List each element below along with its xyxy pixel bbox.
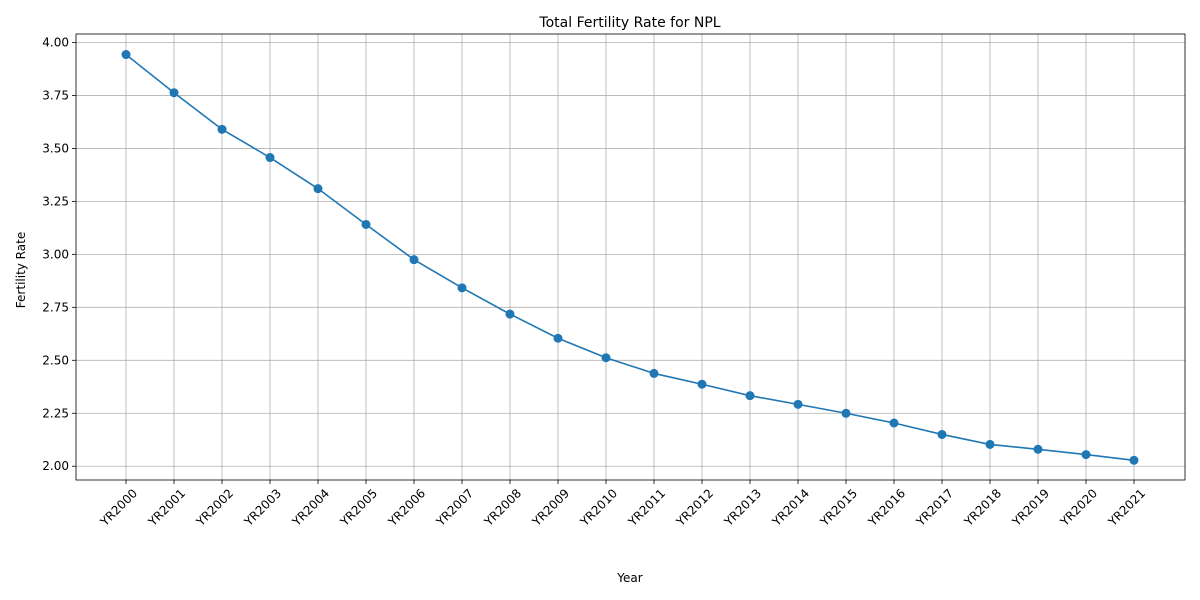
x-axis-label: Year — [616, 571, 642, 585]
series-layer — [121, 50, 1139, 465]
grid-lines — [76, 34, 1185, 480]
data-point — [793, 399, 803, 409]
data-point — [265, 153, 275, 163]
data-point — [313, 184, 323, 194]
data-point — [553, 333, 563, 343]
data-point — [121, 50, 131, 60]
y-axis-label: Fertility Rate — [14, 232, 28, 308]
data-point — [409, 255, 419, 265]
data-point — [601, 353, 611, 363]
y-tick-label: 2.50 — [42, 353, 69, 367]
series-line — [125, 53, 1135, 462]
y-tick-label: 2.75 — [42, 300, 69, 314]
data-point — [985, 439, 995, 449]
data-point — [457, 283, 467, 293]
y-tick-label: 2.25 — [42, 406, 69, 420]
data-point — [697, 379, 707, 389]
y-tick-label: 3.25 — [42, 194, 69, 208]
y-tick-label: 3.50 — [42, 141, 69, 155]
data-point — [505, 309, 515, 319]
chart-title: Total Fertility Rate for NPL — [538, 15, 720, 31]
data-point — [889, 418, 899, 428]
data-point — [841, 408, 851, 418]
data-point — [649, 368, 659, 378]
data-point — [1129, 455, 1139, 465]
y-tick-label: 2.00 — [42, 459, 69, 473]
data-point — [1081, 450, 1091, 460]
data-point — [361, 219, 371, 229]
data-point — [745, 391, 755, 401]
y-tick-label: 3.00 — [42, 247, 69, 261]
data-point — [1033, 444, 1043, 454]
y-axis-ticks: 2.00 2.25 2.50 2.75 3.00 3.25 3.50 3.75 4.00 — [42, 35, 76, 473]
y-tick-label: 3.75 — [42, 88, 69, 102]
data-point — [217, 124, 227, 134]
plot-frame — [75, 33, 1186, 481]
data-point — [937, 429, 947, 439]
y-tick-label: 4.00 — [42, 35, 69, 49]
data-point — [169, 88, 179, 98]
